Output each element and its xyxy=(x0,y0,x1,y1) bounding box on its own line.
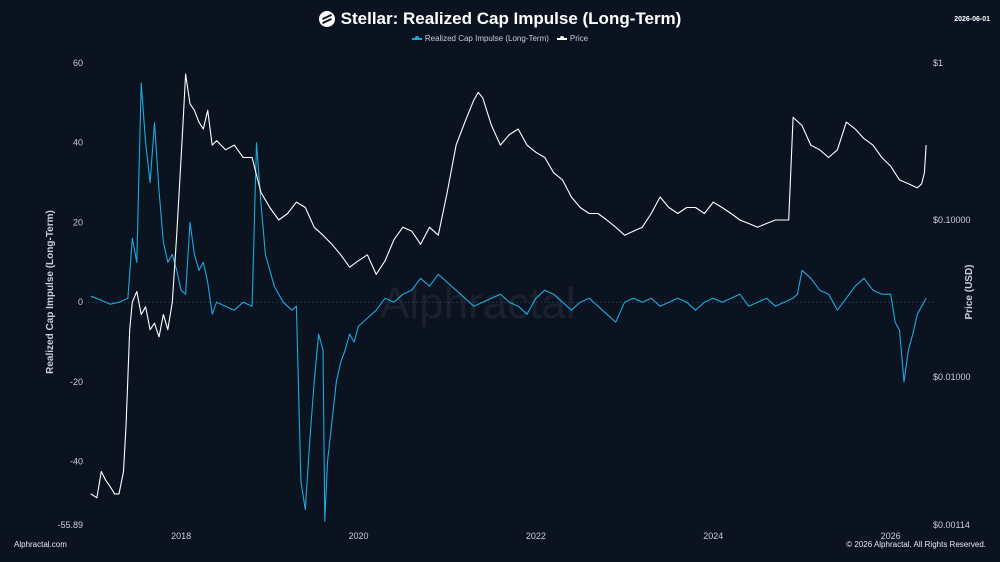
y2-tick-label: $0.10000 xyxy=(933,215,971,225)
y2-tick-label: $0.01000 xyxy=(933,372,971,382)
chart-series xyxy=(90,73,927,523)
legend-label-price: Price xyxy=(569,34,589,43)
y-tick-label: 0 xyxy=(78,297,83,307)
footer-copyright: © 2026 Alphractal. All Rights Reserved. xyxy=(846,540,986,549)
y-tick-label: 60 xyxy=(73,58,83,68)
chart-legend: Realized Cap Impulse (Long-Term) Price xyxy=(0,34,1000,43)
y-tick-label: -20 xyxy=(70,377,83,387)
stellar-logo-icon xyxy=(318,11,335,27)
x-tick-label: 2022 xyxy=(526,531,546,541)
chart-date: 2026-06-01 xyxy=(954,16,990,23)
x-tick-label: 2020 xyxy=(348,531,368,541)
x-tick-label: 2024 xyxy=(703,531,723,541)
impulse-line xyxy=(90,82,927,523)
y2-tick-label: $1 xyxy=(933,58,943,68)
chart-header: Stellar: Realized Cap Impulse (Long-Term… xyxy=(0,6,1000,32)
y-tick-label: -55.89 xyxy=(57,520,83,530)
y-tick-label: 40 xyxy=(73,138,83,148)
footer-site[interactable]: Alphractal.com xyxy=(14,540,67,549)
chart-title: Stellar: Realized Cap Impulse (Long-Term… xyxy=(340,9,682,28)
legend-item-price[interactable]: Price xyxy=(556,34,589,43)
y2-tick-label: $0.00114 xyxy=(933,520,970,530)
watermark-text: Alphractal xyxy=(380,279,576,328)
legend-item-impulse[interactable]: Realized Cap Impulse (Long-Term) xyxy=(411,34,549,43)
legend-swatch-price xyxy=(556,36,567,40)
x-tick-label: 2018 xyxy=(171,531,191,541)
y-tick-label: 20 xyxy=(73,217,83,227)
y-tick-label: -40 xyxy=(70,457,83,467)
legend-swatch-impulse xyxy=(411,36,422,40)
y-axis-title: Realized Cap Impulse (Long-Term) xyxy=(45,210,56,374)
chart-axes: -55.89 -40 -20 0 20 40 60 $0.00114 $0.01000 $0.10… xyxy=(57,58,970,541)
x-tick-label: 2026 xyxy=(881,531,901,541)
price-line xyxy=(90,73,927,499)
legend-label-impulse: Realized Cap Impulse (Long-Term) xyxy=(424,34,549,43)
y2-axis-title: Price (USD) xyxy=(964,264,975,319)
